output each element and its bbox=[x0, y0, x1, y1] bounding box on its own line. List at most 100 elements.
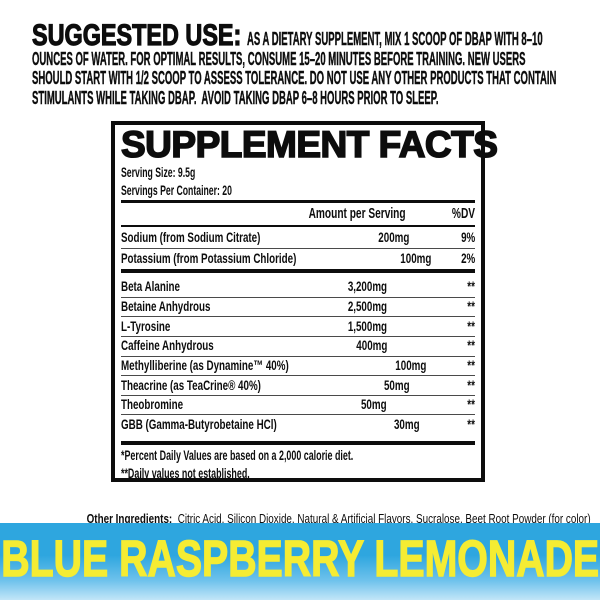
suggested-use-line: STIMULANTS WHILE TAKING DBAP. AVOID TAKI… bbox=[32, 87, 439, 108]
row-name-text: GBB (Gamma-Butyrobetaine HCl) bbox=[121, 415, 277, 432]
table-row: Theacrine (as TeaCrine® 40%) 50mg ** bbox=[121, 375, 475, 395]
header-amount: Amount per Serving bbox=[267, 205, 406, 223]
footnote: *Percent Daily Values are based on a 2,0… bbox=[121, 447, 475, 465]
footnote-text: **Daily values not established. bbox=[121, 465, 250, 481]
row-name: Sodium (from Sodium Citrate) bbox=[121, 229, 320, 247]
row-amount: 100mg bbox=[361, 357, 427, 375]
other-ingredients: Other Ingredients: Citric Acid, Silicon … bbox=[0, 495, 600, 526]
row-name: Beta Alanine bbox=[121, 278, 267, 296]
row-amount: 3,200mg bbox=[267, 278, 387, 296]
row-name-text: Sodium (from Sodium Citrate) bbox=[121, 228, 261, 245]
serving-size: Serving Size: 9.5g bbox=[121, 163, 475, 181]
table-row: Beta Alanine 3,200mg ** bbox=[121, 277, 475, 297]
row-amount: 50mg bbox=[267, 396, 387, 414]
row-amount-text: 30mg bbox=[393, 415, 420, 432]
row-amount: 400mg bbox=[267, 337, 387, 355]
divider-thick bbox=[121, 200, 475, 203]
suggested-use-line: OUNCES OF WATER. FOR OPTIMAL RESULTS, CO… bbox=[32, 48, 526, 69]
row-name: Theobromine bbox=[121, 396, 267, 414]
table-row: Caffeine Anhydrous 400mg ** bbox=[121, 335, 475, 356]
table-row: Methylliberine (as Dynamine™ 40%) 100mg … bbox=[121, 355, 475, 376]
row-dv: ** bbox=[419, 416, 475, 434]
row-amount: 100mg bbox=[371, 250, 431, 268]
row-amount-text: 1,500mg bbox=[347, 317, 387, 334]
other-ingredients-text: Citric Acid, Silicon Dioxide, Natural & … bbox=[172, 511, 591, 526]
suggested-use-line: SHOULD START WITH 1/2 SCOOP TO ASSESS TO… bbox=[32, 68, 557, 88]
servings-per-container-text: Servings Per Container: 20 bbox=[121, 182, 232, 198]
row-amount-text: 400mg bbox=[355, 337, 387, 354]
divider-medium bbox=[121, 225, 475, 227]
supplement-facts-title: SUPPLEMENT FACTS bbox=[120, 124, 499, 165]
serving-size-text: Serving Size: 9.5g bbox=[121, 164, 196, 180]
row-dv-text: ** bbox=[467, 396, 475, 413]
row-dv: 2% bbox=[431, 250, 475, 268]
row-dv: ** bbox=[427, 357, 475, 375]
table-row: GBB (Gamma-Butyrobetaine HCl) 30mg ** bbox=[121, 414, 475, 434]
table-row: Theobromine 50mg ** bbox=[121, 394, 475, 415]
row-amount-text: 200mg bbox=[378, 228, 410, 245]
row-dv: ** bbox=[387, 278, 475, 296]
suggested-use-heading: SUGGESTED USE: bbox=[32, 19, 242, 52]
row-dv-text: ** bbox=[467, 356, 475, 373]
row-amount-text: 3,200mg bbox=[347, 277, 387, 294]
flavor-name: BLUE RASPBERRY LEMONADE bbox=[1, 529, 600, 587]
row-amount: 200mg bbox=[320, 229, 409, 247]
row-dv: ** bbox=[387, 337, 475, 355]
row-dv: ** bbox=[387, 396, 475, 414]
footnotes: *Percent Daily Values are based on a 2,0… bbox=[121, 447, 475, 482]
other-ingredients-label: Other Ingredients: bbox=[86, 511, 173, 526]
row-name-text: Beta Alanine bbox=[121, 277, 180, 294]
row-name: Caffeine Anhydrous bbox=[121, 337, 267, 355]
row-name: Potassium (from Potassium Chloride) bbox=[121, 250, 371, 268]
other-ingredients-line: Other Ingredients: Citric Acid, Silicon … bbox=[87, 511, 591, 527]
footnote: **Daily values not established. bbox=[121, 465, 475, 483]
row-name-text: Methylliberine (as Dynamine™ 40%) bbox=[121, 356, 289, 373]
supplement-facts-panel: SUPPLEMENT FACTS Serving Size: 9.5g Serv… bbox=[111, 121, 499, 482]
suggested-use-line: AS A DIETARY SUPPLEMENT, MIX 1 SCOOP OF … bbox=[247, 29, 543, 49]
footnote-text: *Percent Daily Values are based on a 2,0… bbox=[121, 448, 354, 464]
row-dv-text: ** bbox=[467, 337, 475, 354]
table-row: Potassium (from Potassium Chloride) 100m… bbox=[121, 248, 475, 268]
header-dv: %DV bbox=[387, 205, 475, 223]
row-name: GBB (Gamma-Butyrobetaine HCl) bbox=[121, 416, 343, 434]
row-name-text: Theobromine bbox=[121, 396, 184, 413]
row-amount: 1,500mg bbox=[267, 318, 387, 336]
row-name: Methylliberine (as Dynamine™ 40%) bbox=[121, 357, 361, 375]
row-dv-text: 2% bbox=[460, 249, 475, 266]
row-amount: 50mg bbox=[321, 377, 410, 395]
row-dv: 9% bbox=[409, 229, 475, 247]
row-amount-text: 100mg bbox=[395, 356, 427, 373]
row-name: Betaine Anhydrous bbox=[121, 298, 267, 316]
row-dv-text: ** bbox=[467, 317, 475, 334]
row-amount-text: 100mg bbox=[400, 249, 432, 266]
row-name: L-Tyrosine bbox=[121, 318, 267, 336]
divider-thick bbox=[121, 441, 475, 446]
row-amount-text: 50mg bbox=[384, 376, 410, 393]
row-amount-text: 2,500mg bbox=[347, 297, 387, 314]
servings-per-container: Servings Per Container: 20 bbox=[121, 181, 475, 199]
header-amount-text: Amount per Serving bbox=[308, 206, 406, 222]
row-dv-text: ** bbox=[467, 277, 475, 294]
row-dv: ** bbox=[387, 298, 475, 316]
facts-header-row: Amount per Serving %DV bbox=[121, 203, 475, 225]
row-name-text: L-Tyrosine bbox=[121, 317, 171, 334]
row-dv: ** bbox=[410, 377, 475, 395]
table-row: Sodium (from Sodium Citrate) 200mg 9% bbox=[121, 227, 475, 248]
table-row: L-Tyrosine 1,500mg ** bbox=[121, 316, 475, 336]
row-dv-text: ** bbox=[467, 415, 475, 432]
row-dv-text: 9% bbox=[460, 228, 475, 245]
row-dv: ** bbox=[387, 318, 475, 336]
row-dv-text: ** bbox=[467, 376, 475, 393]
flavor-banner: BLUE RASPBERRY LEMONADE bbox=[0, 523, 600, 600]
row-amount-text: 50mg bbox=[361, 396, 387, 413]
header-dv-text: %DV bbox=[451, 206, 475, 222]
row-dv-text: ** bbox=[467, 297, 475, 314]
divider-thick bbox=[121, 269, 475, 273]
row-name-text: Betaine Anhydrous bbox=[121, 297, 211, 314]
row-name-text: Theacrine (as TeaCrine® 40%) bbox=[121, 376, 261, 393]
row-name: Theacrine (as TeaCrine® 40%) bbox=[121, 377, 321, 395]
table-row: Betaine Anhydrous 2,500mg ** bbox=[121, 296, 475, 317]
row-name-text: Caffeine Anhydrous bbox=[121, 337, 214, 354]
row-amount: 30mg bbox=[343, 415, 420, 434]
row-amount: 2,500mg bbox=[267, 298, 387, 316]
